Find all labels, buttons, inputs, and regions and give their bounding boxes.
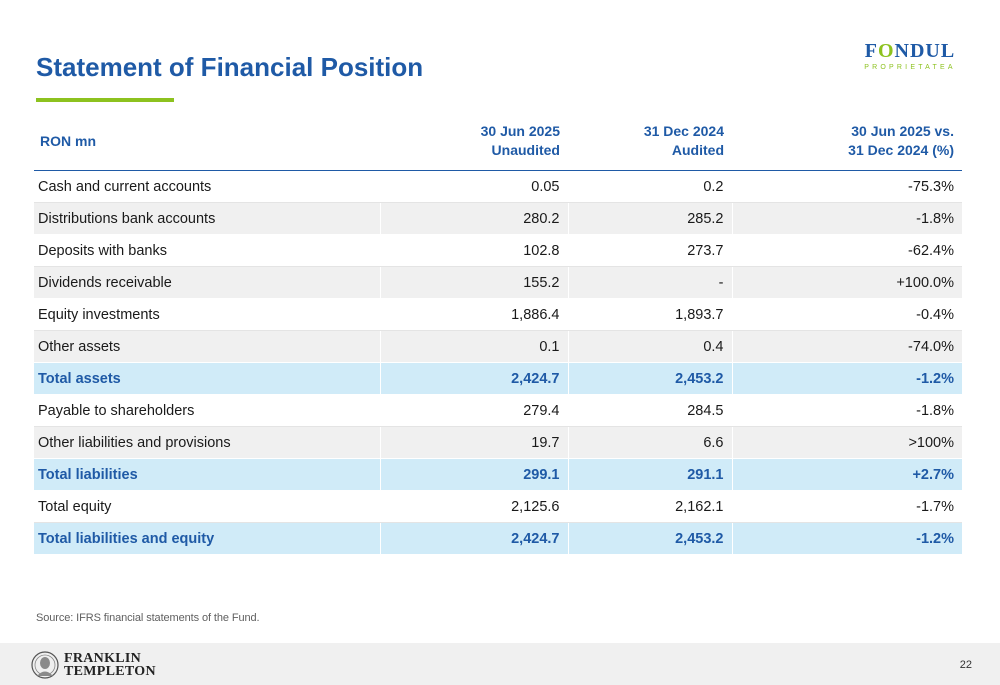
- table-row: Total equity 2,125.6 2,162.1 -1.7%: [34, 490, 962, 523]
- value-change: -1.2%: [731, 522, 962, 555]
- value-jun-2025: 0.05: [379, 170, 568, 203]
- fondul-logo: FONDUL PROPRIETATEA: [862, 40, 958, 71]
- value-jun-2025: 2,424.7: [379, 362, 568, 395]
- footer-bar: FRANKLIN TEMPLETON 22: [0, 643, 1000, 685]
- row-label: Payable to shareholders: [34, 394, 380, 427]
- table-row: Cash and current accounts 0.05 0.2 -75.3%: [34, 170, 962, 203]
- value-jun-2025: 279.4: [379, 394, 568, 427]
- value-jun-2025: 1,886.4: [379, 298, 568, 331]
- value-dec-2024: 273.7: [567, 234, 732, 267]
- row-label: Total assets: [34, 362, 380, 395]
- value-dec-2024: -: [567, 266, 732, 299]
- table-total-row: Total liabilities 299.1 291.1 +2.7%: [34, 458, 962, 491]
- value-jun-2025: 280.2: [379, 202, 568, 235]
- row-label: Distributions bank accounts: [34, 202, 380, 235]
- value-change: -74.0%: [731, 330, 962, 363]
- column-header-label: RON mn: [34, 112, 380, 171]
- table-total-row: Total assets 2,424.7 2,453.2 -1.2%: [34, 362, 962, 395]
- value-dec-2024: 0.2: [567, 170, 732, 203]
- table-row: Dividends receivable 155.2- +100.0%: [34, 266, 962, 299]
- franklin-brand-line2: TEMPLETON: [64, 664, 156, 679]
- value-jun-2025: 155.2: [379, 266, 568, 299]
- row-label: Dividends receivable: [34, 266, 380, 299]
- value-dec-2024: 6.6: [567, 426, 732, 459]
- value-change: -1.2%: [731, 362, 962, 395]
- value-change: -75.3%: [731, 170, 962, 203]
- fondul-logo-word: FONDUL: [864, 40, 956, 62]
- column-header-jun-2025: 30 Jun 2025 Unaudited: [380, 112, 568, 171]
- value-dec-2024: 284.5: [567, 394, 732, 427]
- value-change: -0.4%: [731, 298, 962, 331]
- value-dec-2024: 285.2: [567, 202, 732, 235]
- row-label: Total liabilities: [34, 458, 380, 491]
- row-label: Equity investments: [34, 298, 380, 331]
- row-label: Other assets: [34, 330, 380, 363]
- value-jun-2025: 2,125.6: [379, 490, 568, 523]
- row-label: Total liabilities and equity: [34, 522, 380, 555]
- table-header-row: RON mn 30 Jun 2025 Unaudited 31 Dec 2024 A…: [34, 112, 962, 171]
- value-dec-2024: 2,453.2: [567, 362, 732, 395]
- table-row: Deposits with banks 102.8 273.7 -62.4%: [34, 234, 962, 267]
- column-header-change: 30 Jun 2025 vs. 31 Dec 2024 (%): [732, 112, 962, 171]
- page-title: Statement of Financial Position: [36, 52, 424, 82]
- table-row: Payable to shareholders 279.4 284.5 -1.8%: [34, 394, 962, 427]
- title-accent-bar: [36, 98, 174, 102]
- table-total-row: Total liabilities and equity 2,424.7 2,453…: [34, 522, 962, 555]
- value-change: -1.7%: [731, 490, 962, 523]
- value-dec-2024: 2,453.2: [567, 522, 732, 555]
- value-jun-2025: 19.7: [379, 426, 568, 459]
- value-change: -1.8%: [731, 202, 962, 235]
- value-dec-2024: 2,162.1: [567, 490, 732, 523]
- franklin-portrait-icon: [31, 651, 59, 679]
- value-change: >100%: [731, 426, 962, 459]
- value-jun-2025: 2,424.7: [379, 522, 568, 555]
- row-label: Deposits with banks: [34, 234, 380, 267]
- row-label: Other liabilities and provisions: [34, 426, 380, 459]
- value-change: -1.8%: [731, 394, 962, 427]
- value-jun-2025: 0.1: [379, 330, 568, 363]
- financial-position-table: RON mn 30 Jun 2025 Unaudited 31 Dec 2024 A…: [34, 112, 962, 555]
- table-row: Equity investments 1,886.4 1,893.7 -0.4%: [34, 298, 962, 331]
- value-dec-2024: 291.1: [567, 458, 732, 491]
- source-note: Source: IFRS financial statements of the…: [36, 612, 260, 624]
- column-header-dec-2024: 31 Dec 2024 Audited: [568, 112, 732, 171]
- value-change: +100.0%: [731, 266, 962, 299]
- value-dec-2024: 0.4: [567, 330, 732, 363]
- row-label: Cash and current accounts: [34, 170, 380, 203]
- value-change: +2.7%: [731, 458, 962, 491]
- value-jun-2025: 299.1: [379, 458, 568, 491]
- table-row: Distributions bank accounts 280.2 285.2 -1.…: [34, 202, 962, 235]
- fondul-logo-subtitle: PROPRIETATEA: [864, 64, 956, 71]
- value-dec-2024: 1,893.7: [567, 298, 732, 331]
- value-change: -62.4%: [731, 234, 962, 267]
- row-label: Total equity: [34, 490, 380, 523]
- table-row: Other assets 0.1 0.4 -74.0%: [34, 330, 962, 363]
- table-row: Other liabilities and provisions 19.7 6.6 >…: [34, 426, 962, 459]
- page-number: 22: [959, 659, 972, 671]
- franklin-brand-line1: FRANKLIN: [64, 651, 142, 666]
- value-jun-2025: 102.8: [379, 234, 568, 267]
